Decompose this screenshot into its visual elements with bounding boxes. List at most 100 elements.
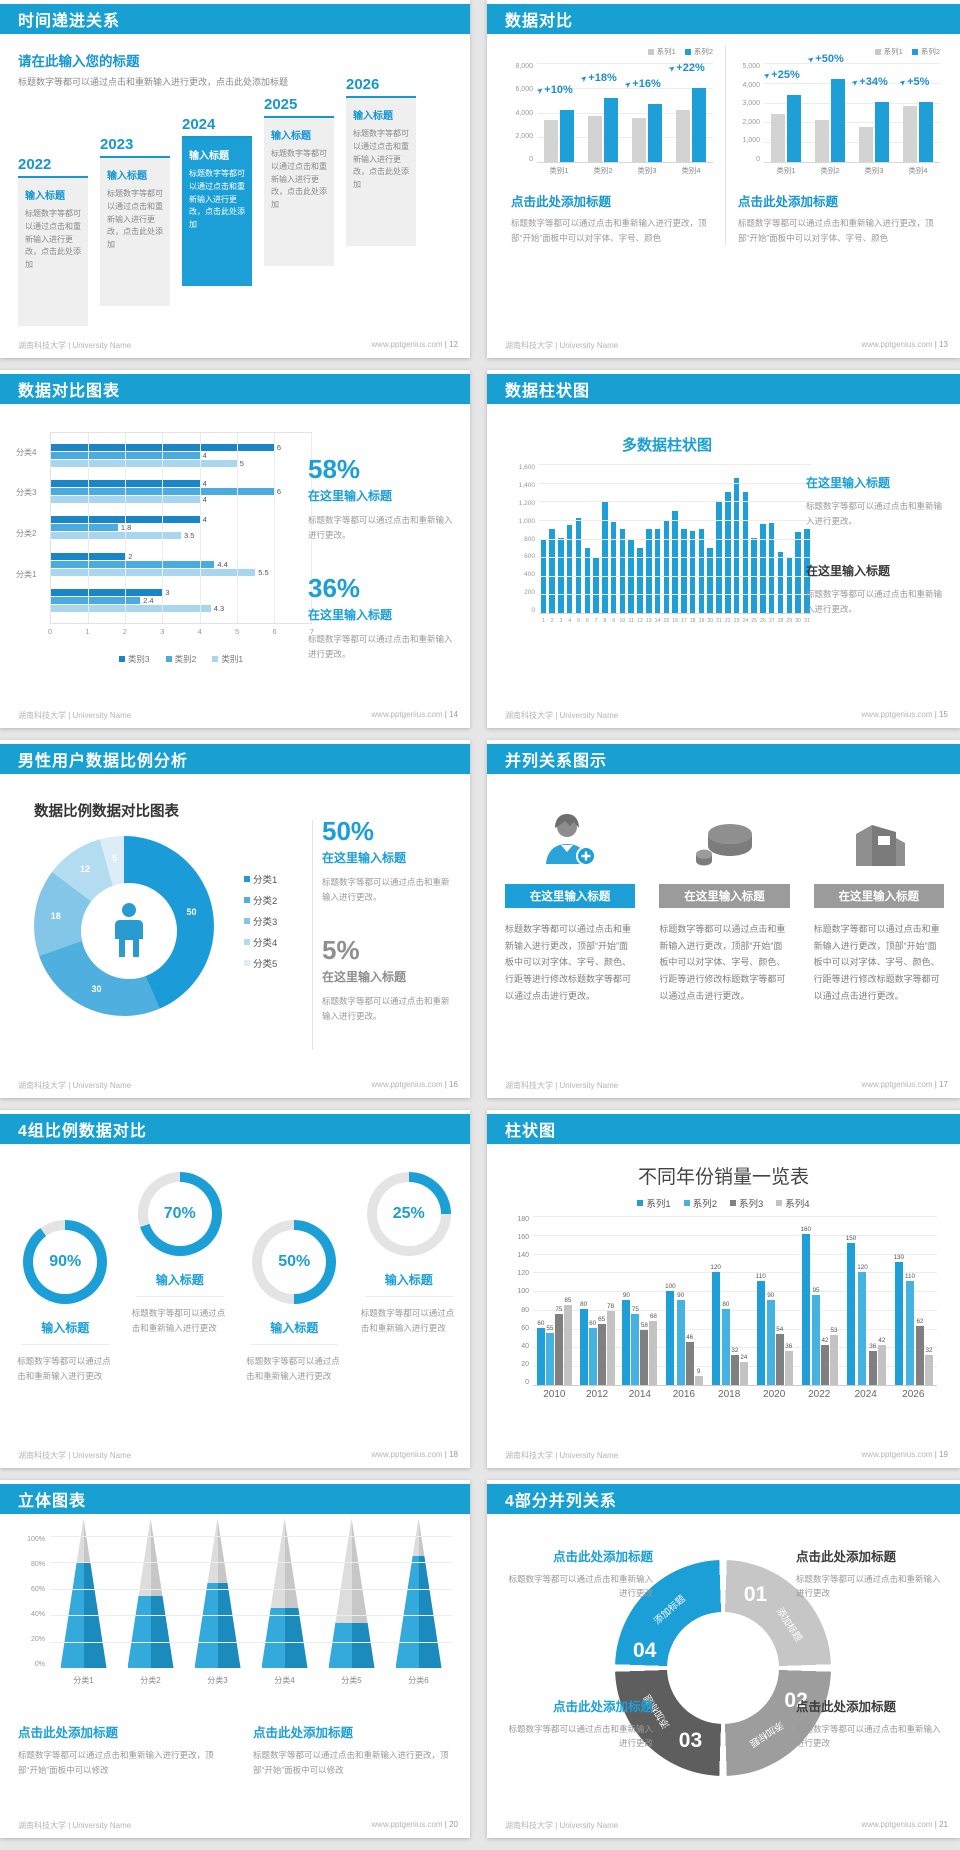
gridline (88, 433, 90, 623)
bar (739, 1362, 748, 1385)
stat-panel: 50% 在这里输入标题 标题数字等都可以通过点击和重新输入进行更改。 5% 在这… (322, 816, 456, 1054)
bar (725, 491, 731, 613)
slide-pyramid-chart[interactable]: 立体图表 100% 80% 60% 40% 20% 0% 分类1 分类2 分类3 分类4 分类5 分… (0, 1480, 470, 1838)
bar-slot: 68 (649, 1216, 658, 1385)
bar-value-label: 130 (893, 1254, 905, 1261)
hbar-line: 3.5 (51, 531, 311, 540)
slide-year-sales-chart[interactable]: 柱状图 不同年份销量一览表 系列1 系列2 系列3 系列4 180 160 140 120 1… (487, 1110, 960, 1468)
segment-number: 02 (784, 1688, 808, 1712)
y-tick-label: 80% (30, 1561, 45, 1568)
gridline (537, 87, 713, 89)
growth-callout: ➤+25% (762, 69, 800, 81)
bar-value-label: 46 (686, 1334, 694, 1341)
building-icon (814, 804, 944, 870)
slide-footer: 湖南科技大学 | University Name www.pptgenius.c… (505, 1080, 948, 1091)
bar-slot: 9 (694, 1216, 703, 1385)
bar-slot (662, 464, 671, 613)
bar-group: 80 60 65 78 2012 (579, 1216, 615, 1400)
plot-area: ➤+10% 类别1 ➤+18% 类别2 ➤+16% 类别3 ➤+22% 类别4 (535, 62, 713, 175)
legend-label: 类别2 (174, 654, 197, 664)
bar-slot: 90 (622, 1216, 631, 1385)
timeline-card-title: 输入标题 (25, 191, 65, 202)
bar-value-label: 4 (202, 495, 207, 505)
slide-timeline[interactable]: 时间递进关系 请在此输入您的标题 标题数字等都可以通过点击和重新输入进行更改，点… (0, 0, 470, 358)
bar-slot: 160 (800, 1216, 811, 1385)
legend-swatch (874, 48, 881, 55)
footer-university: 湖南科技大学 | University Name (505, 1081, 619, 1090)
bar-slot (653, 464, 662, 613)
bar-value-label: 58 (640, 1322, 648, 1329)
stat-body: 标题数字等都可以通过点击和重新输入进行更改。 (308, 515, 453, 540)
bar (859, 127, 873, 162)
x-category-label: 2018 (718, 1389, 741, 1400)
bar-value-label: 4 (202, 479, 207, 489)
bar (593, 557, 599, 613)
bar-slot: 85 (563, 1216, 572, 1385)
slide-donut-analysis[interactable]: 男性用户数据比例分析 数据比例数据对比图表 50 30 18 12 5 分类1 分类2 分类… (0, 740, 470, 1098)
bar (730, 1355, 739, 1385)
slide-ratio-rings[interactable]: 4组比例数据对比 90% 输入标题 标题数字等都可以通过点击和重新输入进行更改 70%… (0, 1110, 470, 1468)
stat-body: 标题数字等都可以通过点击和重新输入进行更改。 (308, 633, 453, 659)
bar (597, 1324, 606, 1385)
legend-label: 分类2 (253, 896, 278, 907)
timeline-underline (264, 116, 334, 118)
note-block: 点击此处添加标题 标题数字等都可以通过点击和重新输入进行更改，顶部“开始”面板中… (18, 1722, 219, 1778)
slide-footer: 湖南科技大学 | University Name www.pptgenius.c… (18, 710, 458, 721)
pyramid-slot: 分类1 (60, 1518, 107, 1685)
bar-value-label: 36 (785, 1343, 793, 1350)
y-axis: 1,600 1,400 1,200 1,000 800 600 400 200 0 (509, 464, 539, 614)
slide-header: 数据对比 (487, 4, 960, 34)
bar (566, 524, 573, 613)
bar (689, 531, 696, 613)
bar-value-label: 68 (649, 1313, 657, 1320)
footer-page-number: 14 (443, 710, 458, 719)
footer-site-text: www.pptgenius.com (371, 340, 443, 349)
pyramids: 分类1 分类2 分类3 分类4 分类5 分类6 (50, 1512, 452, 1685)
segment-number: 03 (678, 1729, 703, 1753)
x-tick-label: 9 (612, 618, 616, 624)
timeline-step: 2023 输入标题 标题数字等都可以通过点击和重新输入进行更改，点击此处添加 (100, 136, 170, 326)
bars (676, 88, 706, 162)
bar-slot (732, 464, 741, 613)
bar-value-label: 95 (812, 1287, 820, 1294)
gridline (533, 1272, 937, 1274)
x-tick-label: 13 (645, 618, 652, 624)
ratio-item: 25% 输入标题 标题数字等都可以通过点击和重新输入进行更改 (358, 1168, 461, 1385)
legend-label: 分类3 (253, 917, 278, 928)
callout-value: +5% (907, 76, 930, 88)
gridline (533, 1328, 937, 1330)
slide-title: 数据对比 (505, 13, 574, 30)
x-tick-label: 2 (550, 618, 554, 624)
bar-slot: 62 (916, 1216, 925, 1385)
footer-university: 湖南科技大学 | University Name (505, 1451, 619, 1460)
slide-quad-ring[interactable]: 4部分并列关系 01 添加标题 02 添加标题 03 添加标题 04 添加标题 点击此处添加标… (487, 1480, 960, 1838)
bar-slot (548, 464, 557, 613)
progress-ring: 70% (137, 1172, 222, 1256)
bar-value-label: 54 (776, 1326, 784, 1333)
slide-multi-column-chart[interactable]: 数据柱状图 多数据柱状图 1,600 1,400 1,200 1,000 800 600 4… (487, 370, 960, 728)
slide-footer: 湖南科技大学 | University Name www.pptgenius.c… (505, 1820, 948, 1831)
x-category-label: 2020 (763, 1389, 786, 1400)
bar-value-label: 120 (857, 1264, 868, 1271)
pyramid-slot: 分类3 (194, 1518, 241, 1685)
x-category-label: 2014 (628, 1389, 651, 1400)
pyramid (395, 1518, 442, 1668)
hbar-bar (51, 589, 163, 597)
bar (672, 510, 678, 613)
hbar-line: 4.3 (51, 604, 311, 613)
compare-chart-panel: 系列1 系列2 8,000 6,000 4,000 2,000 0 ➤+10% 类别1 ➤+18%… (499, 46, 725, 246)
ratio-title: 输入标题 (250, 1319, 339, 1345)
bar-slot (802, 464, 811, 613)
slide-header: 4组比例数据对比 (0, 1114, 470, 1144)
slide-parallel-icons[interactable]: 并列关系图示 在这里输入标题 标题数字等都可以通过点击和重新输入进行更改，顶部“开… (487, 740, 960, 1098)
bar (631, 1314, 640, 1385)
x-tick-label: 2 (122, 627, 127, 636)
slide-compare[interactable]: 数据对比 系列1 系列2 8,000 6,000 4,000 2,000 0 ➤+10% 类别1… (487, 0, 960, 358)
note-title: 点击此处添加标题 (18, 1726, 119, 1740)
progress-rings: 90% 输入标题 标题数字等都可以通过点击和重新输入进行更改 70% 输入标题 标题数字等… (14, 1168, 460, 1385)
legend-item: 类别3 (118, 653, 150, 665)
x-category-label: 分类5 (341, 1676, 362, 1685)
hbar-bar (51, 532, 181, 540)
pyramid (261, 1518, 308, 1668)
